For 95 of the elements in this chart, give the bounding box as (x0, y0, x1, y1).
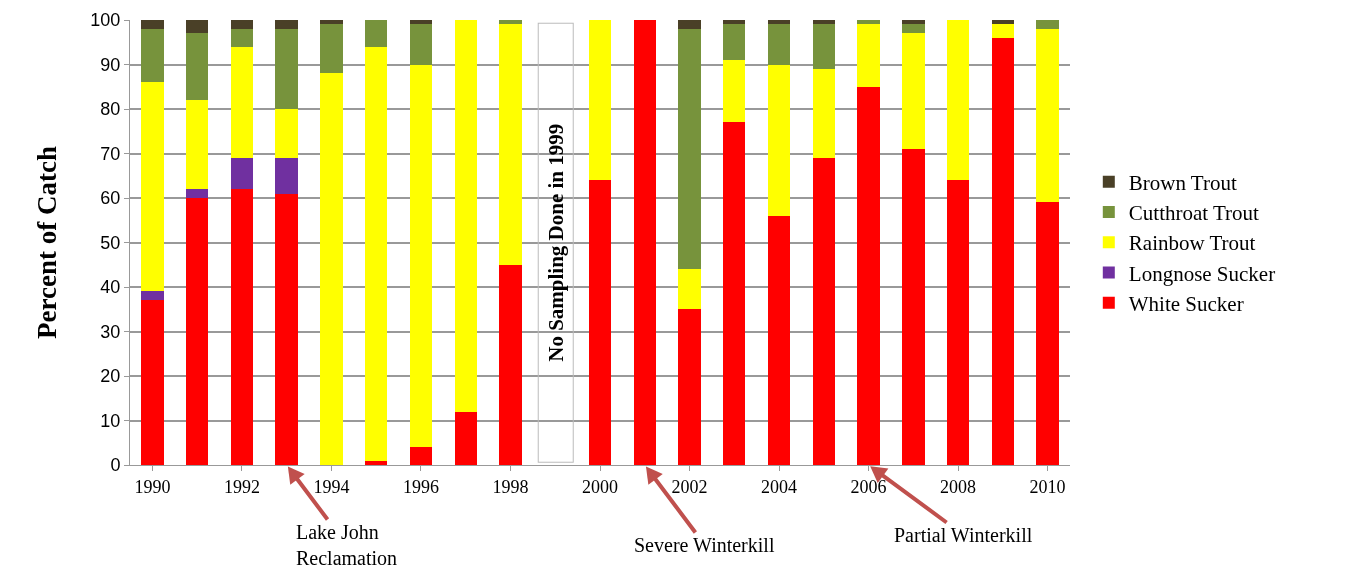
bar (320, 24, 343, 74)
bar (499, 20, 522, 25)
bar (678, 28, 701, 270)
bar (588, 180, 612, 465)
bar (1036, 202, 1059, 465)
bar (767, 24, 791, 65)
bar (499, 264, 522, 465)
bar (275, 20, 298, 29)
bar (230, 157, 254, 190)
annotation: Partial Winterkill (894, 524, 1033, 546)
bar (409, 24, 433, 65)
bar (141, 82, 164, 292)
y-tick-label: 50 (100, 232, 121, 253)
bar (185, 33, 209, 101)
legend-label: Brown Trout (1128, 170, 1237, 195)
bar (902, 149, 925, 465)
bar (902, 33, 925, 150)
x-tick-label: 1994 (313, 476, 350, 497)
bar (902, 24, 925, 34)
bar (857, 86, 880, 465)
x-tick-label: 1992 (223, 476, 260, 497)
bar (723, 122, 746, 465)
y-tick-label: 20 (100, 366, 121, 387)
bar (1036, 28, 1059, 203)
bar (141, 28, 164, 83)
legend-label: Cutthroat Trout (1128, 201, 1260, 226)
bar (767, 64, 791, 216)
bar (812, 24, 835, 69)
bar (857, 20, 880, 25)
bar (812, 157, 835, 465)
bar (678, 309, 701, 465)
bar (185, 100, 209, 190)
legend-label: White Sucker (1128, 292, 1244, 317)
bar (320, 20, 343, 25)
y-tick-label: 0 (110, 455, 121, 476)
legend-label: Longnose Sucker (1128, 261, 1276, 286)
y-tick-label: 60 (100, 188, 121, 209)
y-tick-label: 40 (100, 277, 121, 298)
bar (767, 215, 791, 465)
bar (275, 157, 298, 194)
bar (946, 180, 970, 465)
bar (141, 300, 164, 465)
bar (275, 193, 298, 465)
bar (633, 20, 656, 465)
bar (365, 46, 388, 461)
bar (141, 20, 164, 29)
bar (409, 64, 433, 448)
bar (812, 68, 835, 158)
bar (275, 109, 298, 158)
bar (902, 20, 925, 25)
annotation: Lake John Reclamation (296, 521, 398, 569)
bar (946, 20, 970, 181)
x-tick-label: 1998 (492, 476, 529, 497)
bar (588, 20, 612, 181)
bar (409, 447, 433, 465)
legend-label: Rainbow Trout (1128, 231, 1256, 256)
y-tick-label: 10 (100, 410, 121, 431)
y-tick-label: 30 (100, 321, 121, 342)
x-tick-label: 2000 (582, 476, 618, 497)
bar (723, 24, 746, 61)
bar (1036, 20, 1059, 29)
bar (499, 24, 522, 265)
bar (454, 411, 477, 465)
bar (320, 73, 343, 465)
x-tick-label: 1996 (402, 476, 439, 497)
y-tick-label: 80 (100, 99, 121, 120)
annotation: Severe Winterkill (634, 534, 775, 556)
bar (678, 269, 701, 310)
x-tick-label: 2008 (940, 476, 977, 497)
x-tick-label: 1990 (134, 476, 171, 497)
bar (275, 28, 298, 109)
x-tick-label: 2010 (1029, 476, 1066, 497)
y-axis-title: Percent of Catch (32, 146, 63, 339)
bar (185, 189, 209, 198)
bar (454, 20, 477, 412)
x-tick-label: 2006 (850, 476, 887, 497)
bar (723, 60, 746, 123)
bar (185, 20, 209, 34)
bar (991, 37, 1015, 465)
bar (230, 189, 254, 465)
bar (857, 24, 880, 87)
bar (230, 28, 254, 47)
x-tick-label: 2002 (671, 476, 708, 497)
bar (365, 20, 388, 47)
y-tick-label: 90 (100, 54, 121, 75)
bar (678, 20, 701, 29)
bar (230, 46, 254, 158)
bar (141, 291, 164, 301)
y-tick-label: 100 (90, 10, 121, 31)
annotation: No Sampling Done in 1999 (543, 123, 568, 362)
bar (230, 20, 254, 29)
x-tick-label: 2004 (761, 476, 798, 497)
bar (185, 198, 209, 465)
y-tick-label: 70 (100, 143, 121, 164)
bar (991, 24, 1015, 38)
